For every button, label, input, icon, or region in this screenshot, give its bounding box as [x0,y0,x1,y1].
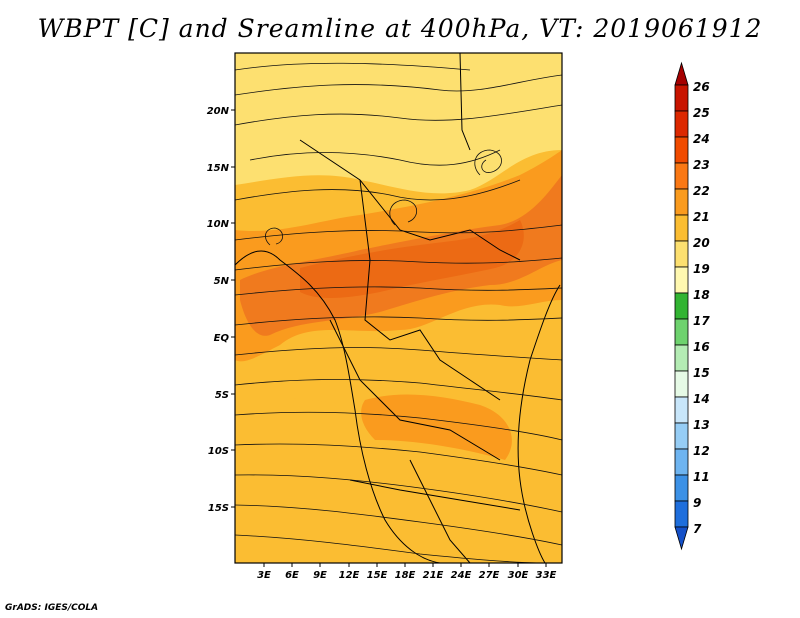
chart-title: WBPT [C] and Sreamline at 400hPa, VT: 20… [37,14,763,43]
lon-tick-label: 21E [423,570,444,581]
lon-tick-label: 24E [451,570,472,581]
colorbar-segment [674,214,689,242]
colorbar-segment [674,84,689,112]
lon-tick-label: 12E [339,570,360,581]
colorbar-segment [674,500,689,528]
colorbar-label: 9 [693,496,701,510]
colorbar-label: 7 [693,522,702,536]
colorbar-segment [674,162,689,190]
colorbar-label: 21 [693,210,710,224]
colorbar-label: 23 [693,158,710,172]
colorbar-label: 16 [693,340,710,354]
streamlines [235,62,562,563]
lon-tick-label: 15E [367,570,388,581]
colorbar-segment [674,266,689,294]
colorbar-label: 24 [693,132,710,146]
wbpt-field [235,53,562,563]
map-frame [234,52,563,564]
colorbar-label: 14 [693,392,710,406]
colorbar-labels: 26 25 24 23 22 21 20 19 18 17 16 15 14 1… [693,80,710,536]
lat-tick-label: 10S [208,446,229,457]
lon-tick-label: 27E [479,570,500,581]
colorbar-label: 20 [693,236,710,250]
colorbar-label: 12 [693,444,710,458]
colorbar-label: 13 [693,418,710,432]
coastlines [235,53,561,563]
lon-tick-label: 3E [257,570,271,581]
colorbar-label: 11 [693,470,710,484]
lat-axis: 20N 15N 10N 5N EQ 5S 10S 15S [207,106,235,514]
colorbar-segment [674,318,689,346]
grads-credit: GrADS: IGES/COLA [5,603,99,613]
lon-tick-label: 30E [508,570,529,581]
colorbar-segment [674,188,689,216]
colorbar-segment [674,526,689,551]
colorbar-segment [674,240,689,268]
colorbar-segment [674,110,689,138]
lat-tick-label: 15S [208,503,229,514]
colorbar-segment [674,344,689,372]
colorbar-segment [674,292,689,320]
colorbar-label: 15 [693,366,710,380]
colorbar-label: 22 [693,184,710,198]
lat-tick-label: EQ [214,333,230,344]
colorbar-segment [674,370,689,398]
colorbar-label: 18 [693,288,710,302]
lon-tick-label: 6E [285,570,299,581]
colorbar-label: 25 [693,106,710,120]
lat-tick-label: 10N [207,219,230,230]
colorbar-segment [674,422,689,450]
colorbar-label: 19 [693,262,710,276]
lon-tick-label: 33E [536,570,557,581]
colorbar [674,61,689,551]
colorbar-label: 26 [693,80,710,94]
lat-tick-label: 5S [215,390,229,401]
lon-axis: 3E 6E 9E 12E 15E 18E 21E 24E 27E 30E 33E [257,563,557,581]
colorbar-segment [674,448,689,476]
colorbar-segment [674,136,689,164]
lon-tick-label: 9E [313,570,327,581]
lat-tick-label: 20N [207,106,230,117]
colorbar-segment [674,396,689,424]
lon-tick-label: 18E [395,570,416,581]
colorbar-segment [674,61,689,86]
lat-tick-label: 15N [207,163,230,174]
lat-tick-label: 5N [214,276,230,287]
colorbar-label: 17 [693,314,710,328]
colorbar-segment [674,474,689,502]
